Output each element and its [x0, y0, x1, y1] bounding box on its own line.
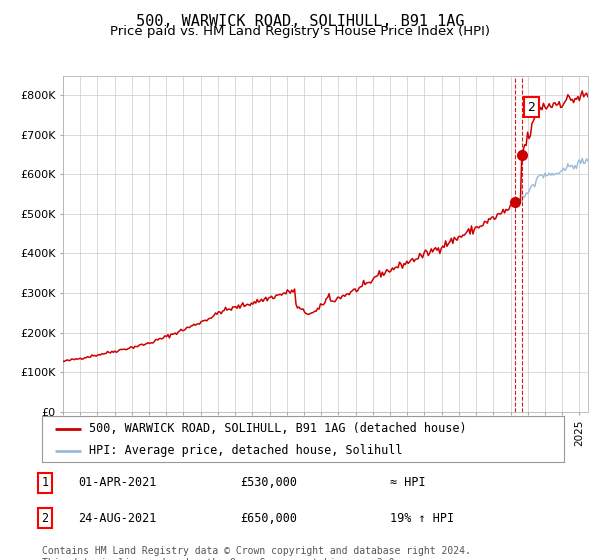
- Text: 2: 2: [527, 101, 535, 114]
- Text: 24-AUG-2021: 24-AUG-2021: [78, 511, 157, 525]
- Text: Contains HM Land Registry data © Crown copyright and database right 2024.
This d: Contains HM Land Registry data © Crown c…: [42, 546, 471, 560]
- Text: 500, WARWICK ROAD, SOLIHULL, B91 1AG: 500, WARWICK ROAD, SOLIHULL, B91 1AG: [136, 14, 464, 29]
- Text: Price paid vs. HM Land Registry's House Price Index (HPI): Price paid vs. HM Land Registry's House …: [110, 25, 490, 38]
- Text: 2: 2: [41, 511, 49, 525]
- Text: 01-APR-2021: 01-APR-2021: [78, 476, 157, 489]
- Text: £530,000: £530,000: [240, 476, 297, 489]
- Text: 1: 1: [41, 476, 49, 489]
- Text: HPI: Average price, detached house, Solihull: HPI: Average price, detached house, Soli…: [89, 444, 403, 457]
- Text: £650,000: £650,000: [240, 511, 297, 525]
- Text: 500, WARWICK ROAD, SOLIHULL, B91 1AG (detached house): 500, WARWICK ROAD, SOLIHULL, B91 1AG (de…: [89, 422, 467, 436]
- Text: 19% ↑ HPI: 19% ↑ HPI: [390, 511, 454, 525]
- Text: ≈ HPI: ≈ HPI: [390, 476, 425, 489]
